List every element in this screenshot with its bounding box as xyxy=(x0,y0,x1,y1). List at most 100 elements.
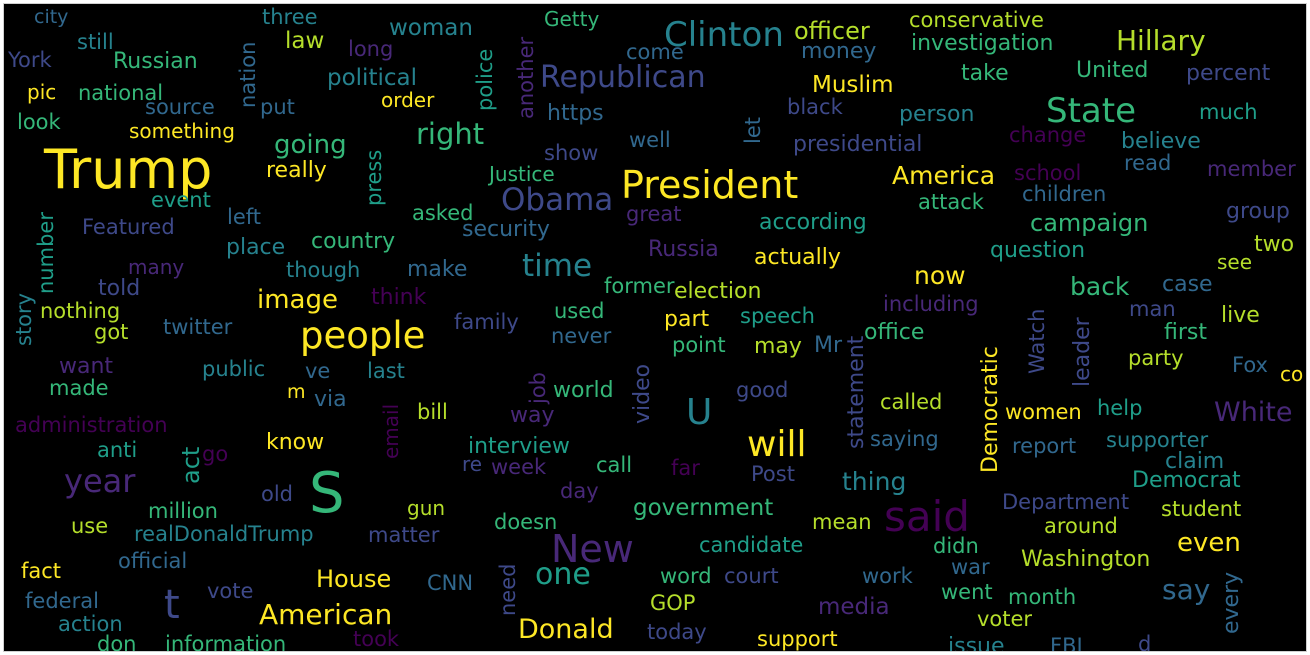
word-well: well xyxy=(629,128,671,152)
word-official: official xyxy=(118,549,188,573)
word-justice: Justice xyxy=(489,162,555,186)
word-d: d xyxy=(1138,632,1152,652)
word-obama: Obama xyxy=(501,182,614,218)
word-department: Department xyxy=(1002,490,1130,514)
word-candidate: candidate xyxy=(699,533,804,557)
word-speech: speech xyxy=(740,304,815,328)
word-let: let xyxy=(741,117,765,144)
word-people: people xyxy=(300,314,426,357)
word-co: co xyxy=(1280,362,1304,386)
word-thing: thing xyxy=(842,467,907,496)
word-around: around xyxy=(1044,514,1118,538)
word-order: order xyxy=(381,88,435,112)
word-go: go xyxy=(202,442,229,466)
word-place: place xyxy=(226,235,286,260)
word-use: use xyxy=(71,514,109,538)
word-state: State xyxy=(1046,91,1136,131)
word-old: old xyxy=(261,482,294,506)
word-action: action xyxy=(58,612,123,636)
word-see: see xyxy=(1217,250,1253,274)
word-much: much xyxy=(1199,100,1258,124)
word-many: many xyxy=(128,255,185,279)
word-white: White xyxy=(1214,397,1293,428)
word-year: year xyxy=(64,462,136,500)
word-first: first xyxy=(1164,320,1207,345)
word-long: long xyxy=(348,37,394,61)
word-school: school xyxy=(1014,161,1082,185)
word-bill: bill xyxy=(417,400,448,424)
word-change: change xyxy=(1009,123,1087,147)
word-security: security xyxy=(462,217,550,242)
word-left: left xyxy=(227,205,262,229)
word-vote: vote xyxy=(207,579,254,603)
word-pic: pic xyxy=(27,80,57,104)
word-day: day xyxy=(560,479,599,503)
word-told: told xyxy=(98,276,141,301)
word-voter: voter xyxy=(977,607,1033,631)
word-city: city xyxy=(34,6,69,28)
word-question: question xyxy=(990,238,1086,263)
word-donald: Donald xyxy=(518,614,614,645)
word-u: U xyxy=(686,392,713,433)
word-case: case xyxy=(1162,272,1213,297)
word-don: don xyxy=(97,632,137,652)
word-interview: interview xyxy=(468,434,570,459)
word-attack: attack xyxy=(918,190,984,214)
word-read: read xyxy=(1124,151,1172,175)
word-week: week xyxy=(491,455,547,479)
word-washington: Washington xyxy=(1021,547,1151,572)
word-think: think xyxy=(371,285,427,310)
word-job: job xyxy=(526,371,550,404)
word-nation: nation xyxy=(236,41,260,108)
word-mean: mean xyxy=(812,510,872,534)
word-person: person xyxy=(899,102,975,127)
word-story: story xyxy=(12,292,36,346)
word-ve: ve xyxy=(305,359,331,383)
word-million: million xyxy=(148,499,218,523)
word-issue: issue xyxy=(948,634,1005,652)
word-number: number xyxy=(34,212,58,294)
word-make: make xyxy=(407,257,468,282)
word-realdonaldtrump: realDonaldTrump xyxy=(134,522,314,546)
word-doesn: doesn xyxy=(494,510,558,534)
word-twitter: twitter xyxy=(163,315,233,339)
word-time: time xyxy=(522,248,593,284)
word-democratic: Democratic xyxy=(978,346,1003,473)
word-live: live xyxy=(1221,303,1260,328)
word-may: may xyxy=(754,334,802,359)
word-supporter: supporter xyxy=(1106,428,1209,452)
word-press: press xyxy=(362,149,386,206)
word-money: money xyxy=(801,39,877,64)
word-want: want xyxy=(59,354,114,379)
word-said: said xyxy=(884,492,970,541)
word-percent: percent xyxy=(1186,61,1271,86)
word-cnn: CNN xyxy=(427,571,474,595)
word-support: support xyxy=(757,627,838,651)
word-presidential: presidential xyxy=(793,132,923,157)
word-former: former xyxy=(604,274,675,298)
word-administration: administration xyxy=(15,413,168,437)
word-way: way xyxy=(510,403,555,428)
word-fbi: FBI xyxy=(1050,634,1083,652)
word-now: now xyxy=(914,261,966,290)
word-even: even xyxy=(1177,528,1241,558)
word-america: America xyxy=(892,161,996,190)
word-house: House xyxy=(316,565,392,593)
word-office: office xyxy=(864,320,925,345)
word-help: help xyxy=(1097,396,1143,420)
word-claim: claim xyxy=(1165,449,1225,474)
word-information: information xyxy=(165,632,287,652)
word-president: President xyxy=(621,163,799,207)
word-government: government xyxy=(633,495,774,521)
word-show: show xyxy=(544,141,599,165)
word-say: say xyxy=(1162,573,1211,606)
word-country: country xyxy=(311,229,396,254)
word-including: including xyxy=(883,292,979,316)
word-word: word xyxy=(660,564,712,588)
word-come: come xyxy=(626,40,684,64)
word-russian: Russian xyxy=(113,49,198,74)
word-national: national xyxy=(78,81,164,105)
word-great: great xyxy=(626,202,682,226)
word-campaign: campaign xyxy=(1030,209,1149,237)
word-american: American xyxy=(259,598,393,631)
